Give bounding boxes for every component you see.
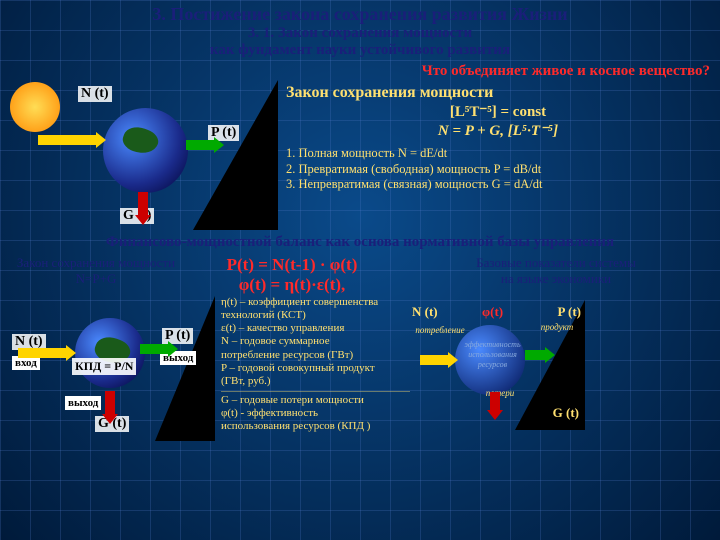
left-law-b: N=P+G: [6, 271, 186, 287]
sun-icon: [10, 82, 60, 132]
n-arrow: [38, 135, 98, 145]
heading-1: 3. Постижение закона сохранения развития…: [0, 0, 720, 25]
balance-heading: Финансово-мощностной баланс как основа н…: [0, 234, 720, 251]
earth-icon: [75, 318, 145, 388]
g-arrow: [490, 392, 500, 412]
hint-line: P – годовой совокупный продукт: [221, 362, 410, 375]
question: Что объединяет живое и косное вещество?: [0, 63, 720, 80]
hint-line: использования ресурсов (КПД ): [221, 420, 410, 433]
energy-diagram-bottom: N (t) P (t) КПД = P/N вход выход выход G…: [10, 296, 215, 441]
dark-triangle: [155, 296, 215, 441]
heading-2: 3. 1. Закон сохранения мощности: [0, 25, 720, 42]
earth-icon: [103, 108, 188, 193]
list-item: 3. Непревратимая (связная) мощность G = …: [286, 177, 710, 193]
power-list: 1. Полная мощность N = dE/dt 2. Преврати…: [286, 146, 710, 193]
effic-line1: эффективность: [460, 340, 525, 349]
losses-label: потери: [470, 388, 530, 398]
hints-block: η(t) – коэффициент совершенства технолог…: [215, 296, 410, 441]
law-dimension: [L⁵T⁻⁵] = const: [286, 102, 710, 121]
n-label: N (t): [412, 304, 438, 320]
kpd-label: КПД = P/N: [72, 358, 136, 375]
left-law-a: Закон сохранения мощности: [6, 255, 186, 271]
hint-line: N – годовое суммарное: [221, 335, 410, 348]
hint-line: η(t) – коэффициент совершенства: [221, 296, 410, 309]
g-label: G (t): [553, 405, 579, 421]
g-arrow: [105, 391, 115, 416]
p-label: P (t): [558, 304, 581, 320]
output-label-2: выход: [65, 396, 101, 410]
p-arrow: [525, 350, 547, 360]
list-item: 2. Превратимая (свободная) мощность P = …: [286, 162, 710, 178]
right-a: Базовые показатели системы: [398, 255, 714, 271]
law-equation: N = P + G, [L⁵·T⁻⁵]: [286, 121, 710, 140]
g-arrow: [138, 192, 148, 217]
economics-diagram: N (t) φ(t) P (t) потребление продукт эфф…: [410, 300, 585, 430]
n-arrow: [18, 348, 68, 358]
p-arrow: [186, 140, 216, 150]
consumption-label: потребление: [410, 325, 470, 335]
list-item: 1. Полная мощность N = dE/dt: [286, 146, 710, 162]
hint-line: ε(t) – качество управления: [221, 322, 410, 335]
hint-line: потребление ресурсов (ГВт): [221, 349, 410, 362]
effic-line2: использования: [460, 350, 525, 359]
dark-triangle: [193, 80, 278, 230]
p-arrow: [140, 344, 170, 354]
effic-line3: ресурсов: [460, 360, 525, 369]
hint-line: технологий (КСТ): [221, 309, 410, 322]
product-label: продукт: [527, 322, 587, 332]
formula-p: P(t) = N(t-1) · φ(t): [192, 255, 392, 275]
energy-diagram-top: N (t) P (t) G (t): [8, 80, 278, 230]
hint-line: G – годовые потери мощности: [221, 394, 410, 407]
law-title: Закон сохранения мощности: [286, 84, 710, 102]
hint-line: (ГВт, руб.): [221, 375, 410, 388]
phi-label: φ(t): [482, 304, 503, 320]
formula-phi: φ(t) = η(t)·ε(t),: [192, 275, 392, 295]
n-arrow: [420, 355, 450, 365]
hint-line: φ(t) - эффективность: [221, 407, 410, 420]
right-b: на языке экономики: [398, 271, 714, 287]
input-label: вход: [12, 356, 40, 370]
n-label: N (t): [78, 86, 112, 102]
heading-3: как фундамент науки устойчивого развития: [0, 42, 720, 59]
